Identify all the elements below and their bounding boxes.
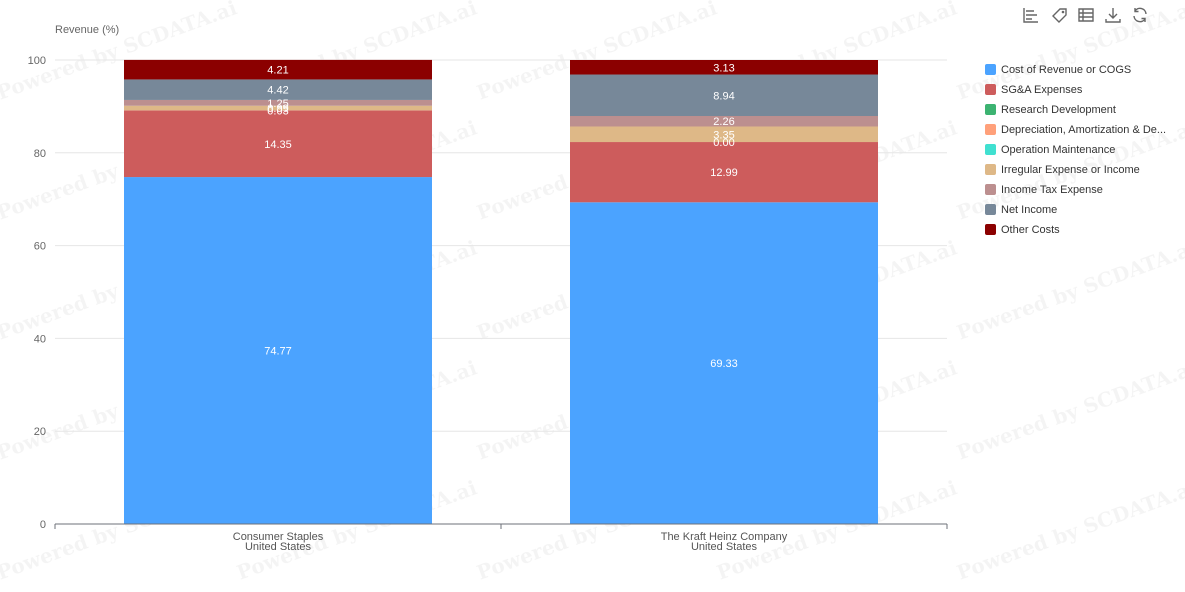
bar-segment[interactable] [124, 79, 432, 100]
legend-label: Net Income [1001, 204, 1057, 216]
legend-item[interactable]: Operation Maintenance [985, 144, 1115, 156]
y-tick-label: 20 [34, 426, 46, 438]
legend: Cost of Revenue or COGS SG&A Expenses Rese… [985, 64, 1166, 236]
bar-segment[interactable] [570, 116, 878, 127]
data-labels: 74.77 14.35 0.030.991.254.42 4.21 69.33 12.99… [264, 62, 738, 370]
bar-data-label: 2.26 [713, 116, 734, 128]
bar-data-label: 1.25 [267, 98, 288, 110]
y-tick-label: 80 [34, 148, 46, 160]
y-tick-label: 60 [34, 241, 46, 253]
bar-data-label: 0.00 [713, 137, 734, 149]
bar-data-label: 4.21 [267, 65, 288, 77]
bar-data-label: 3.13 [713, 62, 734, 74]
bar-segment[interactable] [570, 74, 878, 117]
legend-swatch [985, 224, 996, 235]
tag-icon[interactable] [1050, 6, 1068, 24]
legend-swatch [985, 104, 996, 115]
bar-data-label: 74.77 [264, 346, 292, 358]
legend-label: Cost of Revenue or COGS [1001, 64, 1131, 76]
legend-label: Income Tax Expense [1001, 184, 1103, 196]
legend-item[interactable]: Depreciation, Amortization & De... [985, 124, 1166, 136]
legend-swatch [985, 204, 996, 215]
legend-label: Other Costs [1001, 224, 1060, 236]
bar-data-label: 8.94 [713, 90, 734, 102]
bar-segment[interactable] [124, 177, 432, 524]
bar-segment[interactable] [124, 99, 432, 106]
x-tick-label: Consumer Staples [233, 531, 324, 543]
legend-swatch [985, 124, 996, 135]
y-axis-title: Revenue (%) [55, 24, 119, 36]
legend-label: SG&A Expenses [1001, 84, 1083, 96]
legend-item[interactable]: Cost of Revenue or COGS [985, 64, 1131, 76]
refresh-icon[interactable] [1131, 6, 1149, 24]
toolbar [1022, 6, 1149, 24]
legend-label: Research Development [1001, 104, 1116, 116]
watermark-text: Powered by SCDATA.ai [954, 475, 1185, 584]
legend-swatch [985, 184, 996, 195]
bar-data-label: 12.99 [710, 167, 738, 179]
legend-label: Irregular Expense or Income [1001, 164, 1140, 176]
bar-segment[interactable] [570, 126, 878, 143]
bar-chart-icon[interactable] [1022, 6, 1040, 24]
bar-data-label: 14.35 [264, 139, 292, 151]
bar-segment[interactable] [570, 142, 878, 203]
bar-data-label: 0.99 [267, 103, 288, 115]
bar-segment[interactable] [570, 202, 878, 524]
bars [124, 59, 878, 524]
watermark-text: Powered by SCDATA.ai [954, 355, 1185, 464]
bar-data-label: 69.33 [710, 358, 738, 370]
legend-item[interactable]: SG&A Expenses [985, 84, 1083, 96]
x-tick-label: The Kraft Heinz Company [661, 531, 788, 543]
legend-swatch [985, 144, 996, 155]
legend-item[interactable]: Net Income [985, 204, 1057, 216]
y-tick-label: 40 [34, 333, 46, 345]
y-tick-label: 100 [28, 55, 46, 67]
bar-segment[interactable] [124, 59, 432, 80]
legend-item[interactable]: Research Development [985, 104, 1116, 116]
legend-label: Depreciation, Amortization & De... [1001, 124, 1166, 136]
y-tick-label: 0 [40, 519, 46, 531]
legend-item[interactable]: Irregular Expense or Income [985, 164, 1140, 176]
legend-label: Operation Maintenance [1001, 144, 1115, 156]
bar-data-label: 4.42 [267, 85, 288, 97]
legend-swatch [985, 64, 996, 75]
bar-segment[interactable] [124, 110, 432, 178]
bar-segment[interactable] [570, 60, 878, 75]
watermark-text: Powered by SCDATA.ai [954, 235, 1185, 344]
x-tick-label: United States [691, 541, 758, 553]
download-icon[interactable] [1104, 6, 1122, 24]
legend-swatch [985, 164, 996, 175]
table-icon[interactable] [1077, 6, 1095, 24]
legend-item[interactable]: Income Tax Expense [985, 184, 1103, 196]
bar-segment[interactable] [124, 105, 432, 111]
x-tick-label: United States [245, 541, 312, 553]
bar-data-label: 3.35 [713, 129, 734, 141]
y-axis-ticks: 0 20 40 60 80 100 [28, 55, 46, 531]
legend-swatch [985, 84, 996, 95]
legend-item[interactable]: Other Costs [985, 224, 1060, 236]
bar-data-label: 0.03 [267, 105, 288, 117]
